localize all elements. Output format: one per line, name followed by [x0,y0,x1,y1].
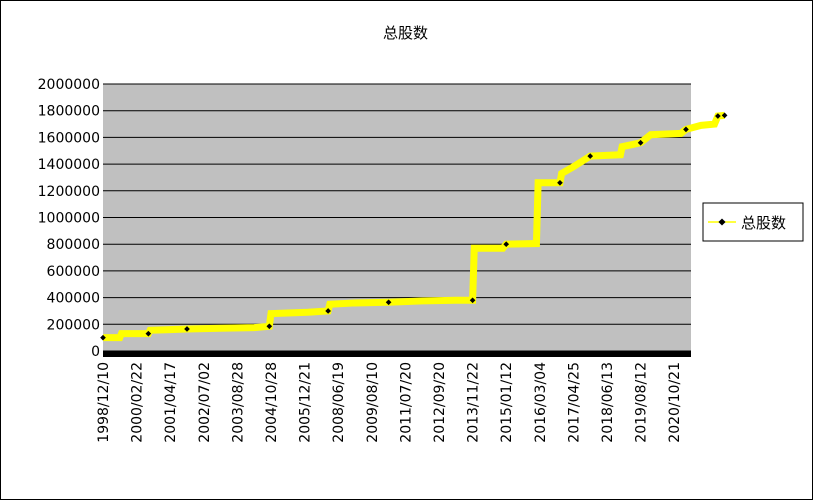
series-line-layer [100,111,728,342]
data-point [266,323,273,330]
x-tick-label: 2017/04/25 [566,362,582,443]
x-tick-label: 2003/08/28 [230,362,246,443]
x-tick-label: 2020/10/21 [667,362,683,443]
x-tick-label: 2013/11/22 [466,362,482,443]
y-axis: 0 200000 400000 600000 800000 1000000 1200000 1… [38,77,100,360]
y-tick-label: 400000 [47,291,100,307]
y-tick-label: 1200000 [38,184,100,200]
chart-title: 总股数 [382,24,428,42]
data-point [503,241,510,248]
y-tick-label: 800000 [47,237,100,253]
x-tick-label: 2015/01/12 [499,362,515,443]
x-tick-label: 2019/08/12 [634,362,650,443]
x-axis: 1998/12/10 2000/02/22 2001/04/17 2002/07/02… [96,362,683,443]
data-point [184,326,190,332]
legend-marker-swatch [718,218,726,226]
x-tick-label: 2008/06/19 [331,362,347,443]
data-point [683,126,689,133]
data-point [637,139,644,146]
x-tick-label: 2004/10/28 [264,362,280,443]
plot-area [103,83,691,357]
series-line [103,114,725,339]
data-point [325,308,331,314]
y-tick-label: 1400000 [38,157,100,173]
data-point [715,113,721,119]
y-tick-label: 1600000 [38,130,100,146]
legend: 总股数 [702,202,804,242]
x-tick-label: 2005/12/21 [298,362,314,443]
x-tick-label: 2001/04/17 [163,362,179,443]
data-point [145,330,152,337]
data-point [469,297,476,304]
y-tick-label: 600000 [47,264,100,280]
x-tick-label: 2016/03/04 [533,362,549,443]
data-point [721,112,728,119]
data-point [385,299,392,306]
x-tick-label: 2002/07/02 [197,362,213,443]
x-tick-label: 2012/09/20 [432,362,448,443]
y-tick-label: 0 [91,344,100,360]
y-tick-label: 2000000 [38,77,100,93]
data-point [100,334,106,341]
x-tick-label: 2000/02/22 [130,362,146,443]
plot-floor [103,351,691,357]
x-tick-label: 2011/07/20 [398,362,414,443]
data-point [587,153,594,159]
x-tick-label: 2018/06/13 [600,362,616,443]
legend-label: 总股数 [741,214,786,232]
y-tick-label: 1800000 [38,104,100,120]
x-tick-label: 2009/08/10 [365,362,381,443]
data-point [557,179,563,186]
x-tick-label: 1998/12/10 [96,362,112,443]
y-tick-label: 200000 [47,317,100,333]
y-tick-label: 1000000 [38,211,100,227]
